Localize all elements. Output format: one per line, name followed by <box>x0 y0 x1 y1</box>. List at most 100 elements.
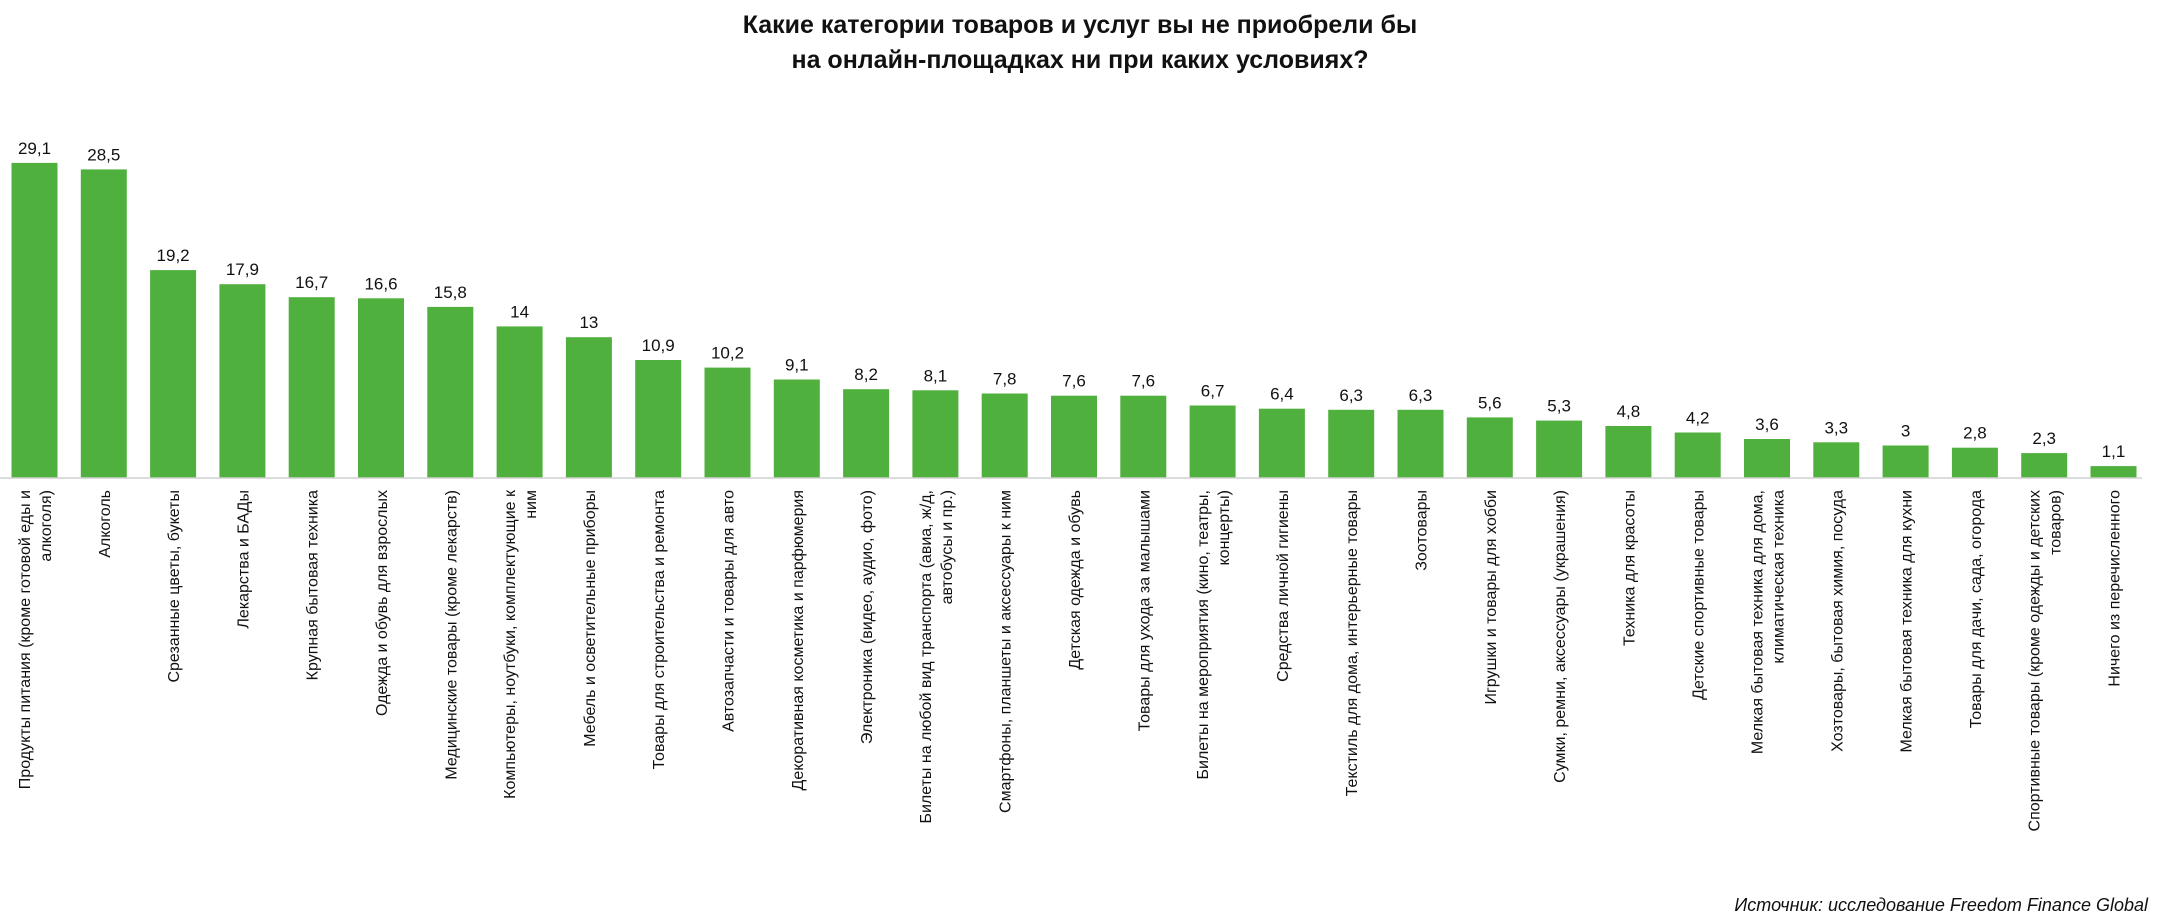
category-label-6-line-1: Одежда и обувь для взрослых <box>374 490 391 716</box>
category-label-25: Детские спортивные товары <box>1691 490 1708 700</box>
category-label-29: Товары для дачи, сада, огорода <box>1968 490 1985 728</box>
category-label-18-line-1: Билеты на мероприятия (кино, театры, <box>1195 490 1212 779</box>
value-label-23: 5,3 <box>1547 397 1571 416</box>
category-label-3: Срезанные цветы, букеты <box>166 490 183 683</box>
value-label-6: 16,6 <box>364 274 397 293</box>
value-label-1: 29,1 <box>18 139 51 158</box>
category-label-31-line-1: Ничего из перечисленного <box>2107 490 2124 687</box>
category-label-27-line-1: Хозтовары, бытовая химия, посуда <box>1829 490 1846 752</box>
category-label-1: Продукты питания (кроме готовой еды и алк… <box>17 490 55 789</box>
value-label-26: 3,6 <box>1755 415 1779 434</box>
category-label-26-line-2: климатическая техника <box>1771 490 1788 664</box>
bar-8 <box>496 326 543 478</box>
category-label-28: Мелкая бытовая техника для кухни <box>1899 490 1916 753</box>
bar-11 <box>704 367 751 478</box>
value-label-21: 6,3 <box>1409 386 1433 405</box>
bar-28 <box>1882 445 1929 478</box>
value-label-30: 2,3 <box>2032 429 2056 448</box>
value-label-9: 13 <box>579 313 598 332</box>
bar-16 <box>1051 395 1097 478</box>
category-label-24-line-1: Техника для красоты <box>1621 490 1638 646</box>
value-label-3: 19,2 <box>157 246 190 265</box>
category-label-13: Электроника (видео, аудио, фото) <box>859 490 876 744</box>
category-label-24: Техника для красоты <box>1621 490 1638 646</box>
category-label-1-line-2: алкоголя) <box>38 490 55 562</box>
bar-22 <box>1466 417 1513 478</box>
bar-7 <box>427 306 474 478</box>
value-label-14: 8,1 <box>924 366 948 385</box>
value-labels-layer: 29,1 28,5 19,2 17,9 16,7 16,6 15,8 14 13 10,9 10,2… <box>18 139 2125 461</box>
bar-23 <box>1536 420 1583 478</box>
category-label-13-line-1: Электроника (видео, аудио, фото) <box>859 490 876 744</box>
category-label-16-line-1: Детская одежда и обувь <box>1067 490 1084 670</box>
value-label-24: 4,8 <box>1617 402 1641 421</box>
bar-12 <box>773 379 820 478</box>
category-label-30: Спортивные товары (кроме одежды и детски… <box>2027 490 2065 831</box>
source-note: Источник: исследование Freedom Finance G… <box>1734 895 2148 915</box>
bar-31 <box>2090 466 2137 478</box>
category-label-21: Зоотовары <box>1414 490 1431 571</box>
category-label-8-line-1: Компьютеры, ноутбуки, комплектующие к <box>502 489 519 799</box>
value-label-7: 15,8 <box>434 283 467 302</box>
category-label-11-line-1: Автозапчасти и товары для авто <box>721 490 738 732</box>
category-label-9-line-1: Мебель и осветительные приборы <box>582 490 599 747</box>
bar-29 <box>1951 447 1998 478</box>
chart-title: Какие категории товаров и услуг вы не пр… <box>0 8 2160 78</box>
bar-9 <box>565 337 612 478</box>
value-label-4: 17,9 <box>226 260 259 279</box>
category-label-11: Автозапчасти и товары для авто <box>721 490 738 732</box>
bar-5 <box>288 297 335 478</box>
category-label-31: Ничего из перечисленного <box>2107 490 2124 687</box>
category-labels-layer: Продукты питания (кроме готовой еды и алк… <box>17 489 2124 831</box>
value-label-12: 9,1 <box>785 356 809 375</box>
bar-2 <box>80 169 127 478</box>
category-label-15: Смартфоны, планшеты и аксессуары к ним <box>998 490 1015 813</box>
category-label-18: Билеты на мероприятия (кино, театры, конц… <box>1195 490 1233 779</box>
category-label-22-line-1: Игрушки и товары для хобби <box>1483 490 1500 705</box>
category-label-18-line-2: концерты) <box>1216 490 1233 566</box>
bar-21 <box>1397 409 1444 478</box>
category-label-23-line-1: Сумки, ремни, аксессуары (украшения) <box>1552 490 1569 783</box>
chart-title-line-1: Какие категории товаров и услуг вы не пр… <box>742 11 1418 39</box>
category-label-14: Билеты на любой вид транспорта (авиа, ж/… <box>918 490 956 824</box>
category-label-28-line-1: Мелкая бытовая техника для кухни <box>1899 490 1916 753</box>
category-label-19: Средства личной гигиены <box>1275 490 1292 682</box>
category-label-6: Одежда и обувь для взрослых <box>374 490 391 716</box>
category-label-14-line-1: Билеты на любой вид транспорта (авиа, ж/… <box>918 490 935 824</box>
value-label-15: 7,8 <box>993 370 1017 389</box>
category-label-22: Игрушки и товары для хобби <box>1483 490 1500 705</box>
category-label-17: Товары для ухода за малышами <box>1136 490 1153 731</box>
category-label-12-line-1: Декоративная косметика и парфюмерия <box>790 490 807 791</box>
category-label-26: Мелкая бытовая техника для дома, климатич… <box>1750 490 1788 754</box>
category-label-5-line-1: Крупная бытовая техника <box>305 490 322 680</box>
value-label-5: 16,7 <box>295 273 328 292</box>
category-label-19-line-1: Средства личной гигиены <box>1275 490 1292 682</box>
category-label-21-line-1: Зоотовары <box>1414 490 1431 571</box>
bar-13 <box>843 389 890 478</box>
category-label-4-line-1: Лекарства и БАДы <box>235 490 252 629</box>
bar-19 <box>1258 408 1305 478</box>
category-label-7-line-1: Медицинские товары (кроме лекарств) <box>443 490 460 780</box>
category-label-1-line-1: Продукты питания (кроме готовой еды и <box>17 490 34 789</box>
value-label-28: 3 <box>1901 422 1910 441</box>
category-label-25-line-1: Детские спортивные товары <box>1691 490 1708 700</box>
category-label-7: Медицинские товары (кроме лекарств) <box>443 490 460 780</box>
value-label-8: 14 <box>510 302 529 321</box>
category-label-27: Хозтовары, бытовая химия, посуда <box>1829 490 1846 752</box>
bar-10 <box>635 360 682 478</box>
bar-24 <box>1605 426 1652 478</box>
category-label-14-line-2: автобусы и пр.) <box>939 490 956 604</box>
bar-4 <box>219 284 266 478</box>
category-label-3-line-1: Срезанные цветы, букеты <box>166 490 183 683</box>
bar-1 <box>11 162 58 478</box>
category-label-9: Мебель и осветительные приборы <box>582 490 599 747</box>
value-label-16: 7,6 <box>1062 372 1086 391</box>
value-label-19: 6,4 <box>1270 385 1294 404</box>
bars-layer <box>11 162 2137 478</box>
category-label-23: Сумки, ремни, аксессуары (украшения) <box>1552 490 1569 783</box>
value-label-22: 5,6 <box>1478 393 1502 412</box>
category-label-26-line-1: Мелкая бытовая техника для дома, <box>1750 490 1767 754</box>
category-label-8-line-2: ним <box>523 490 540 519</box>
category-label-20-line-1: Текстиль для дома, интерьерные товары <box>1344 490 1361 796</box>
